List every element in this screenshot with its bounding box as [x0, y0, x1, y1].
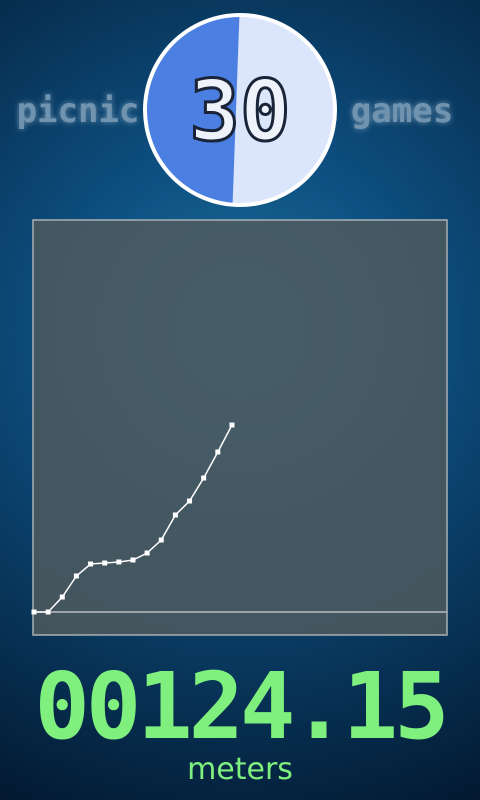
- unit-label: meters: [187, 752, 293, 787]
- timer-elapsed: [147, 17, 240, 203]
- brand-left: picnic: [17, 91, 140, 131]
- plot: [31, 422, 235, 615]
- score: 00124.15: [34, 653, 445, 760]
- timer-digits: 30: [189, 62, 290, 160]
- brand-right: games: [351, 91, 453, 131]
- data-point: [187, 498, 193, 504]
- data-point: [116, 559, 122, 565]
- data-point: [102, 560, 108, 566]
- timer: 30: [143, 13, 337, 207]
- data-point: [172, 512, 178, 518]
- data-point: [144, 550, 150, 556]
- data-point: [201, 475, 207, 481]
- data-point: [229, 422, 235, 428]
- data-point: [215, 449, 221, 455]
- data-point: [59, 594, 65, 600]
- chart-panel: [32, 219, 448, 636]
- data-point: [130, 557, 136, 563]
- data-point: [45, 609, 51, 615]
- data-point: [31, 609, 37, 615]
- data-point: [88, 561, 94, 567]
- data-point: [158, 537, 164, 543]
- data-point: [73, 573, 79, 579]
